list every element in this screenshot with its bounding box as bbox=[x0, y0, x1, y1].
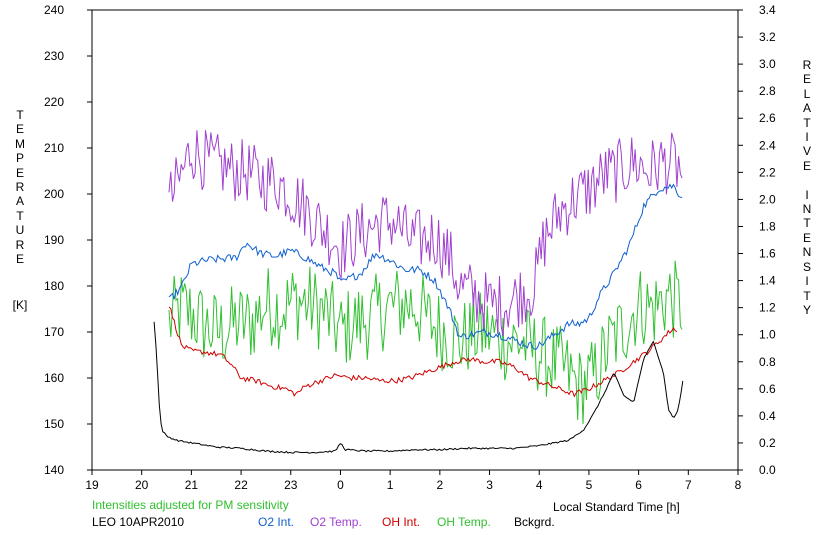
series-line-oh-temp bbox=[168, 260, 683, 425]
left-tick-label: 170 bbox=[44, 325, 64, 339]
x-tick-label: 1 bbox=[387, 478, 394, 492]
right-tick-label: 1.6 bbox=[759, 247, 776, 261]
left-tick-label: 180 bbox=[44, 279, 64, 293]
right-tick-label: 2.2 bbox=[759, 165, 776, 179]
right-tick-label: 0.4 bbox=[759, 409, 776, 423]
right-tick-label: 2.4 bbox=[759, 138, 776, 152]
right-tick-label: 1.2 bbox=[759, 301, 776, 315]
left-tick-label: 140 bbox=[44, 463, 64, 477]
right-tick-label: 0.2 bbox=[759, 436, 776, 450]
x-tick-label: 6 bbox=[635, 478, 642, 492]
left-tick-label: 210 bbox=[44, 141, 64, 155]
left-tick-label: 230 bbox=[44, 49, 64, 63]
x-tick-label: 8 bbox=[735, 478, 742, 492]
x-tick-label: 4 bbox=[536, 478, 543, 492]
x-tick-label: 2 bbox=[437, 478, 444, 492]
x-axis-title: Local Standard Time [h] bbox=[553, 500, 680, 514]
right-tick-label: 0.6 bbox=[759, 382, 776, 396]
series-line-o2-int bbox=[168, 183, 683, 350]
right-tick-label: 0.0 bbox=[759, 463, 776, 477]
series-line-oh-int bbox=[168, 306, 678, 398]
left-tick-label: 200 bbox=[44, 187, 64, 201]
right-tick-label: 3.2 bbox=[759, 30, 776, 44]
left-axis-unit: [K] bbox=[12, 298, 28, 312]
station-label: LEO 10APR2010 bbox=[92, 515, 185, 529]
left-tick-label: 150 bbox=[44, 417, 64, 431]
x-tick-label: 7 bbox=[685, 478, 692, 492]
legend-o2-int: O2 Int. bbox=[258, 515, 295, 529]
x-tick-label: 20 bbox=[135, 478, 149, 492]
legend-oh-temp: OH Temp. bbox=[437, 515, 491, 529]
legend-oh-int: OH Int. bbox=[382, 515, 421, 529]
x-tick-label: 23 bbox=[284, 478, 298, 492]
plot-frame bbox=[91, 9, 739, 471]
right-tick-label: 1.4 bbox=[759, 274, 776, 288]
right-tick-label: 1.0 bbox=[759, 328, 776, 342]
right-tick-label: 0.8 bbox=[759, 355, 776, 369]
x-tick-label: 5 bbox=[586, 478, 593, 492]
right-tick-label: 3.4 bbox=[759, 3, 776, 17]
x-tick-label: 22 bbox=[234, 478, 248, 492]
series-line-o2-temp bbox=[168, 130, 683, 337]
right-tick-label: 2.0 bbox=[759, 192, 776, 206]
right-tick-label: 1.8 bbox=[759, 219, 776, 233]
left-tick-label: 240 bbox=[44, 3, 64, 17]
legend-bckgrd: Bckgrd. bbox=[514, 515, 555, 529]
left-tick-label: 160 bbox=[44, 371, 64, 385]
x-tick-label: 3 bbox=[486, 478, 493, 492]
right-tick-label: 3.0 bbox=[759, 57, 776, 71]
legend-o2-temp: O2 Temp. bbox=[310, 515, 362, 529]
pm-sensitivity-note: Intensities adjusted for PM sensitivity bbox=[92, 498, 289, 512]
left-tick-label: 220 bbox=[44, 95, 64, 109]
left-tick-label: 190 bbox=[44, 233, 64, 247]
x-tick-label: 21 bbox=[185, 478, 199, 492]
right-axis-title: R E L A T I V E I N T E N S I T Y bbox=[802, 58, 812, 317]
x-tick-label: 0 bbox=[337, 478, 344, 492]
left-axis-title: T E M P E R A T U R E bbox=[15, 108, 25, 267]
series-line-bckgrd bbox=[153, 321, 684, 454]
right-tick-label: 2.8 bbox=[759, 84, 776, 98]
right-tick-label: 2.6 bbox=[759, 111, 776, 125]
x-tick-label: 19 bbox=[85, 478, 99, 492]
